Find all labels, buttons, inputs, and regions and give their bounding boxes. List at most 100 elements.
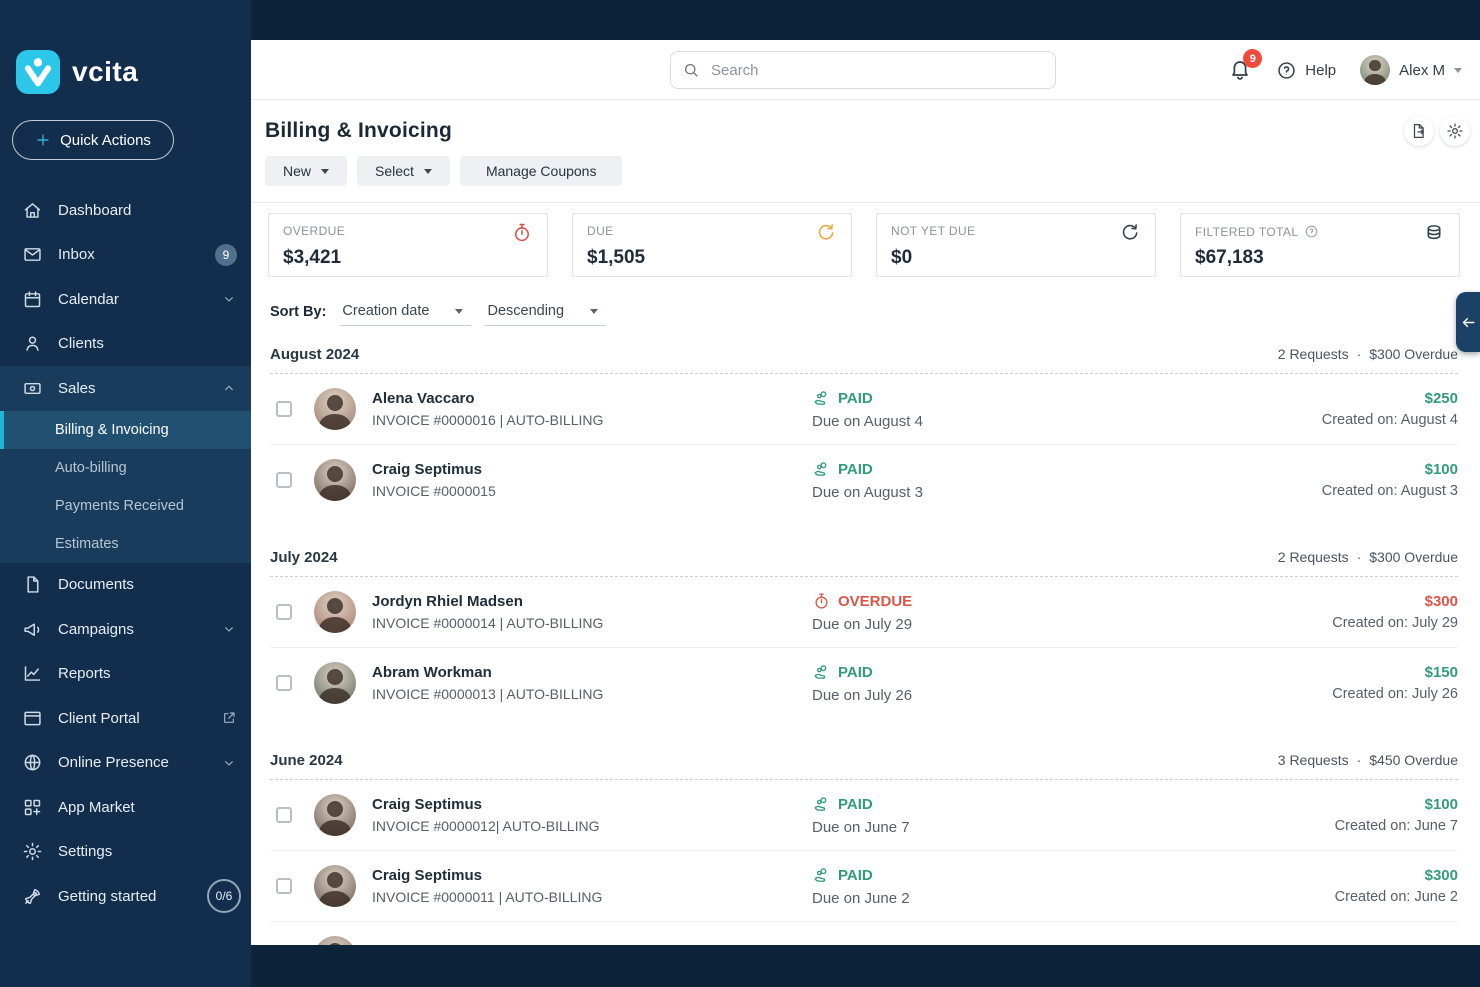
row-checkbox[interactable] bbox=[276, 807, 292, 823]
chevron-down-icon bbox=[225, 627, 233, 632]
row-checkbox[interactable] bbox=[276, 675, 292, 691]
coins-icon bbox=[1427, 225, 1441, 240]
gear-icon bbox=[23, 842, 42, 861]
gear-icon bbox=[1447, 123, 1463, 139]
invoice-row[interactable]: Jordyn Rhiel Madsen INVOICE #0000014 | AU… bbox=[270, 577, 1458, 647]
rocket-icon bbox=[25, 888, 40, 904]
external-link-icon bbox=[221, 710, 237, 726]
sidebar-subitem-3[interactable]: Estimates bbox=[0, 525, 251, 563]
sidebar-item-inbox[interactable]: Inbox 9 bbox=[0, 233, 251, 278]
progress-badge: 0/6 bbox=[207, 879, 241, 914]
status-paid: PAID bbox=[812, 866, 1335, 885]
filter-panel-toggle[interactable] bbox=[1456, 292, 1480, 352]
client-name: Abram Workman bbox=[372, 664, 492, 681]
quick-actions-button[interactable]: Quick Actions bbox=[12, 120, 174, 160]
due-date: Due on July 29 bbox=[812, 615, 913, 633]
sidebar-item-client-portal[interactable]: Client Portal bbox=[0, 696, 251, 741]
manage-coupons-label: Manage Coupons bbox=[485, 163, 597, 179]
sidebar-item-dashboard[interactable]: Dashboard bbox=[0, 188, 251, 233]
client-avatar bbox=[314, 936, 356, 945]
sidebar-nav: Dashboard Inbox 9 Calendar Clients Sales Billi… bbox=[0, 188, 251, 919]
chevron-down-icon bbox=[225, 760, 233, 766]
invoice-row[interactable]: Abram Workman INVOICE #0000013 | AUTO-BIL… bbox=[270, 647, 1458, 718]
status-paid: PAID bbox=[812, 460, 1322, 479]
row-checkbox[interactable] bbox=[276, 878, 292, 894]
user-avatar bbox=[1360, 55, 1391, 85]
row-checkbox[interactable] bbox=[276, 472, 292, 488]
sidebar-item-sales[interactable]: Sales bbox=[0, 366, 251, 411]
sidebar-item-campaigns[interactable]: Campaigns bbox=[0, 607, 251, 652]
overdue-total: $300 Overdue bbox=[1369, 346, 1458, 362]
sidebar-item-label: Online Presence bbox=[58, 754, 169, 772]
summary-card-3: FILTERED TOTAL $67,183 bbox=[1180, 213, 1460, 277]
clock-arrow-icon bbox=[818, 224, 834, 240]
separator-dot: · bbox=[1356, 549, 1362, 565]
invoice-row[interactable]: Craig Septimus INVOICE #0000011 | AUTO-BI… bbox=[270, 850, 1458, 921]
sidebar-item-getting-started[interactable]: Getting started 0/6 bbox=[0, 874, 251, 919]
sidebar-subitem-label: Estimates bbox=[55, 535, 119, 552]
sidebar-subitem-2[interactable]: Payments Received bbox=[0, 487, 251, 525]
manage-coupons-button[interactable]: Manage Coupons bbox=[459, 156, 623, 186]
document-icon bbox=[27, 576, 39, 593]
sidebar-item-documents[interactable]: Documents bbox=[0, 563, 251, 608]
clock-arrow-icon bbox=[1119, 222, 1141, 244]
document-icon bbox=[22, 574, 43, 595]
clock-arrow-icon bbox=[1122, 224, 1138, 240]
user-name: Alex M bbox=[1399, 61, 1445, 79]
invoice-number: INVOICE #0000012| AUTO-BILLING bbox=[372, 818, 600, 834]
export-button[interactable] bbox=[1404, 116, 1434, 146]
chevron-down-icon bbox=[221, 621, 237, 637]
sidebar: vcita Quick Actions Dashboard Inbox 9 Calen… bbox=[0, 0, 251, 987]
client-avatar bbox=[314, 662, 356, 704]
help-tooltip-icon[interactable] bbox=[1304, 224, 1319, 239]
sidebar-item-settings[interactable]: Settings bbox=[0, 830, 251, 875]
month-section-header: July 2024 2 Requests · $300 Overdue bbox=[270, 549, 1458, 577]
select-button[interactable]: Select bbox=[357, 156, 450, 186]
invoice-row[interactable]: Craig Septimus INVOICE #0000015 PAID Due on… bbox=[270, 444, 1458, 515]
quick-actions-label: Quick Actions bbox=[60, 131, 151, 149]
sidebar-subitem-1[interactable]: Auto-billing bbox=[0, 449, 251, 487]
chevron-down-icon bbox=[221, 755, 237, 771]
person-icon bbox=[26, 336, 39, 352]
sidebar-item-label: Dashboard bbox=[58, 201, 132, 219]
status-overdue: OVERDUE bbox=[812, 592, 1332, 611]
summary-card-1: DUE $1,505 bbox=[572, 213, 852, 277]
search-input[interactable] bbox=[670, 51, 1056, 89]
card-value: $1,505 bbox=[587, 247, 646, 268]
notifications-button[interactable]: 9 bbox=[1228, 49, 1263, 82]
sidebar-item-reports[interactable]: Reports bbox=[0, 652, 251, 697]
top-right-cluster: 9 Help Alex M bbox=[1228, 40, 1462, 100]
requests-count: 2 Requests bbox=[1277, 549, 1349, 565]
invoice-row[interactable]: Alena Vaccaro INVOICE #0000016 | AUTO-BIL… bbox=[270, 374, 1458, 444]
row-checkbox[interactable] bbox=[276, 401, 292, 417]
user-menu[interactable]: Alex M bbox=[1360, 55, 1462, 85]
settings-button[interactable] bbox=[1440, 116, 1470, 146]
home-icon bbox=[24, 202, 41, 218]
sort-direction-dropdown[interactable]: Descending bbox=[485, 303, 607, 326]
row-checkbox[interactable] bbox=[276, 604, 292, 620]
sidebar-item-label: Clients bbox=[58, 335, 104, 353]
month-section-header: June 2024 3 Requests · $450 Overdue bbox=[270, 752, 1458, 780]
chevron-down-icon bbox=[423, 168, 432, 174]
sidebar-item-online-presence[interactable]: Online Presence bbox=[0, 741, 251, 786]
invoice-amount: $250 bbox=[1424, 390, 1458, 407]
sidebar-item-calendar[interactable]: Calendar bbox=[0, 277, 251, 322]
sort-field-dropdown[interactable]: Creation date bbox=[340, 303, 472, 326]
brand-name: vcita bbox=[72, 56, 139, 87]
stopwatch-icon bbox=[511, 222, 533, 244]
sidebar-subitem-label: Auto-billing bbox=[55, 459, 127, 476]
page-header: Billing & Invoicing bbox=[251, 100, 1480, 146]
coins-icon bbox=[1423, 222, 1445, 244]
brand-logo-row[interactable]: vcita bbox=[0, 0, 251, 94]
sidebar-item-label: Settings bbox=[58, 843, 113, 861]
invoice-row-partial[interactable] bbox=[270, 921, 1458, 945]
new-button[interactable]: New bbox=[265, 156, 348, 186]
sidebar-item-clients[interactable]: Clients bbox=[0, 322, 251, 367]
card-label: NOT YET DUE bbox=[891, 224, 976, 238]
chevron-down-icon bbox=[221, 291, 237, 307]
sidebar-subitem-0[interactable]: Billing & Invoicing bbox=[0, 410, 251, 449]
invoice-row[interactable]: Craig Septimus INVOICE #0000012| AUTO-BIL… bbox=[270, 780, 1458, 850]
sidebar-item-app-market[interactable]: App Market bbox=[0, 785, 251, 830]
invoice-amount: $100 bbox=[1424, 796, 1458, 813]
help-button[interactable]: Help bbox=[1276, 60, 1336, 81]
